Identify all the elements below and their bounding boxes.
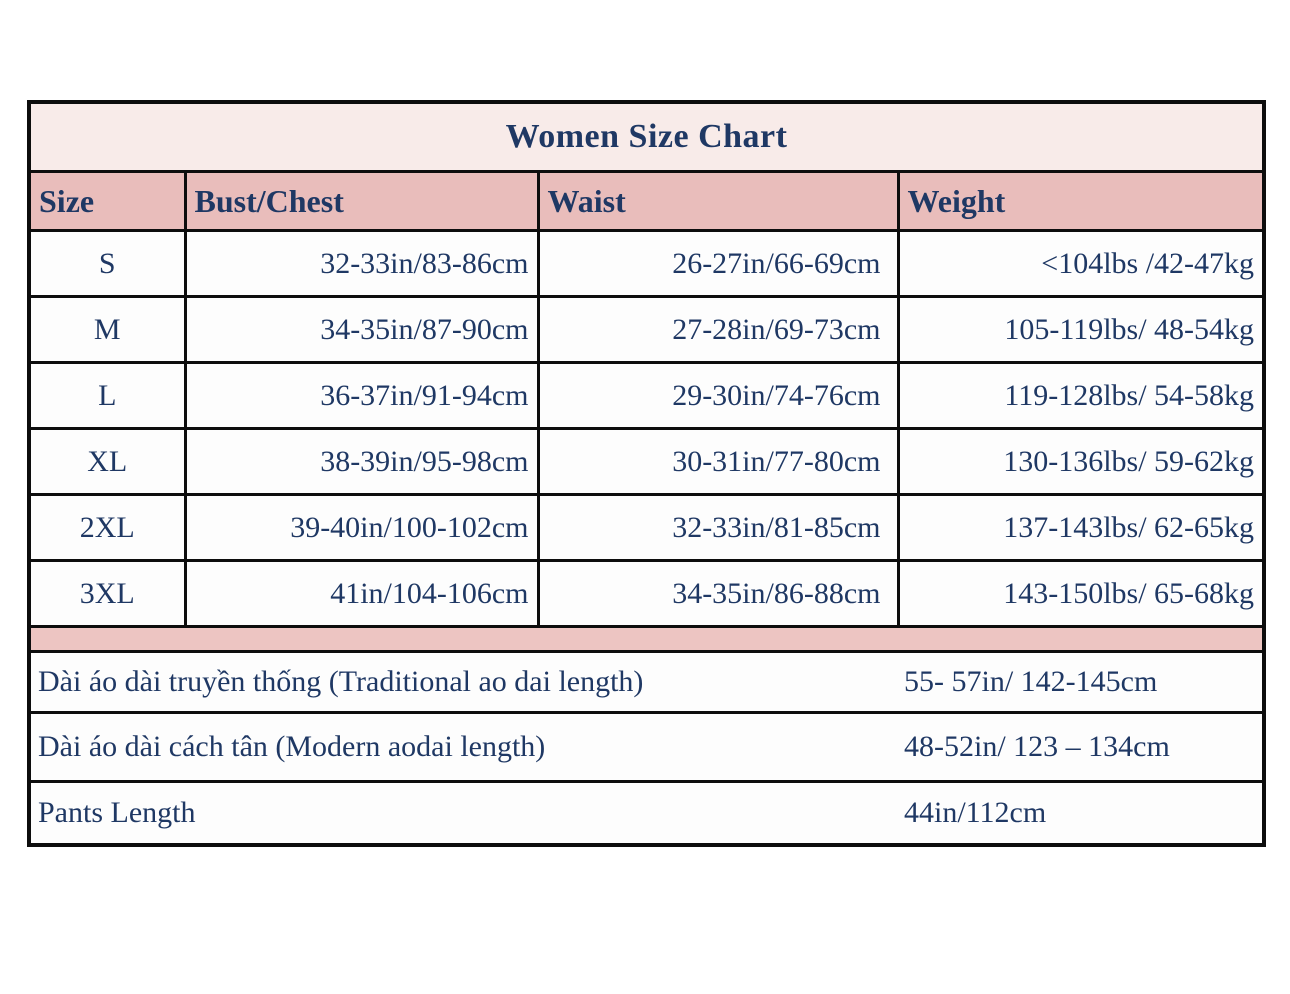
waist-cell: 29-30in/74-76cm xyxy=(536,361,900,430)
table-row-modern-length: Dài áo dài cách tân (Modern aodai length… xyxy=(27,711,1266,783)
length-label: Dài áo dài cách tân (Modern aodai length… xyxy=(27,711,898,783)
title-row: Women Size Chart xyxy=(27,100,1266,173)
women-size-chart-table: Women Size Chart Size Bust/Chest Waist W… xyxy=(27,100,1267,847)
bust-cell: 32-33in/83-86cm xyxy=(183,229,540,298)
waist-cell: 32-33in/81-85cm xyxy=(536,493,900,562)
length-value: 48-52in/ 123 – 134cm xyxy=(898,711,1266,783)
size-cell: 2XL xyxy=(27,493,187,562)
table-row-xl: XL 38-39in/95-98cm 30-31in/77-80cm 130-1… xyxy=(27,427,1266,496)
length-label: Pants Length xyxy=(27,780,898,847)
waist-cell: 27-28in/69-73cm xyxy=(536,295,900,364)
length-label: Dài áo dài truyền thống (Traditional ao … xyxy=(27,650,898,714)
weight-cell: 130-136lbs/ 59-62kg xyxy=(896,427,1266,496)
weight-cell: <104lbs /42-47kg xyxy=(896,229,1266,298)
bust-cell: 41in/104-106cm xyxy=(183,559,540,628)
bust-cell: 36-37in/91-94cm xyxy=(183,361,540,430)
size-cell: 3XL xyxy=(27,559,187,628)
weight-cell: 137-143lbs/ 62-65kg xyxy=(896,493,1266,562)
weight-cell: 119-128lbs/ 54-58kg xyxy=(896,361,1266,430)
weight-cell: 143-150lbs/ 65-68kg xyxy=(896,559,1266,628)
waist-cell: 34-35in/86-88cm xyxy=(536,559,900,628)
chart-title: Women Size Chart xyxy=(27,100,1266,173)
table-row-s: S 32-33in/83-86cm 26-27in/66-69cm <104lb… xyxy=(27,229,1266,298)
column-header-bust: Bust/Chest xyxy=(183,170,540,232)
separator-band xyxy=(27,625,1266,653)
size-cell: M xyxy=(27,295,187,364)
column-header-size: Size xyxy=(27,170,187,232)
waist-cell: 26-27in/66-69cm xyxy=(536,229,900,298)
table-row-2xl: 2XL 39-40in/100-102cm 32-33in/81-85cm 13… xyxy=(27,493,1266,562)
bust-cell: 39-40in/100-102cm xyxy=(183,493,540,562)
table-row-l: L 36-37in/91-94cm 29-30in/74-76cm 119-12… xyxy=(27,361,1266,430)
column-header-weight: Weight xyxy=(896,170,1266,232)
separator-band-row xyxy=(27,625,1266,653)
waist-cell: 30-31in/77-80cm xyxy=(536,427,900,496)
table-row-3xl: 3XL 41in/104-106cm 34-35in/86-88cm 143-1… xyxy=(27,559,1266,628)
table-row-traditional-length: Dài áo dài truyền thống (Traditional ao … xyxy=(27,650,1266,714)
table-row-m: M 34-35in/87-90cm 27-28in/69-73cm 105-11… xyxy=(27,295,1266,364)
weight-cell: 105-119lbs/ 48-54kg xyxy=(896,295,1266,364)
length-value: 44in/112cm xyxy=(898,780,1266,847)
column-header-row: Size Bust/Chest Waist Weight xyxy=(27,170,1266,232)
size-cell: XL xyxy=(27,427,187,496)
size-cell: L xyxy=(27,361,187,430)
size-cell: S xyxy=(27,229,187,298)
column-header-waist: Waist xyxy=(536,170,900,232)
bust-cell: 34-35in/87-90cm xyxy=(183,295,540,364)
length-value: 55- 57in/ 142-145cm xyxy=(898,650,1266,714)
bust-cell: 38-39in/95-98cm xyxy=(183,427,540,496)
table-row-pants-length: Pants Length 44in/112cm xyxy=(27,780,1266,847)
